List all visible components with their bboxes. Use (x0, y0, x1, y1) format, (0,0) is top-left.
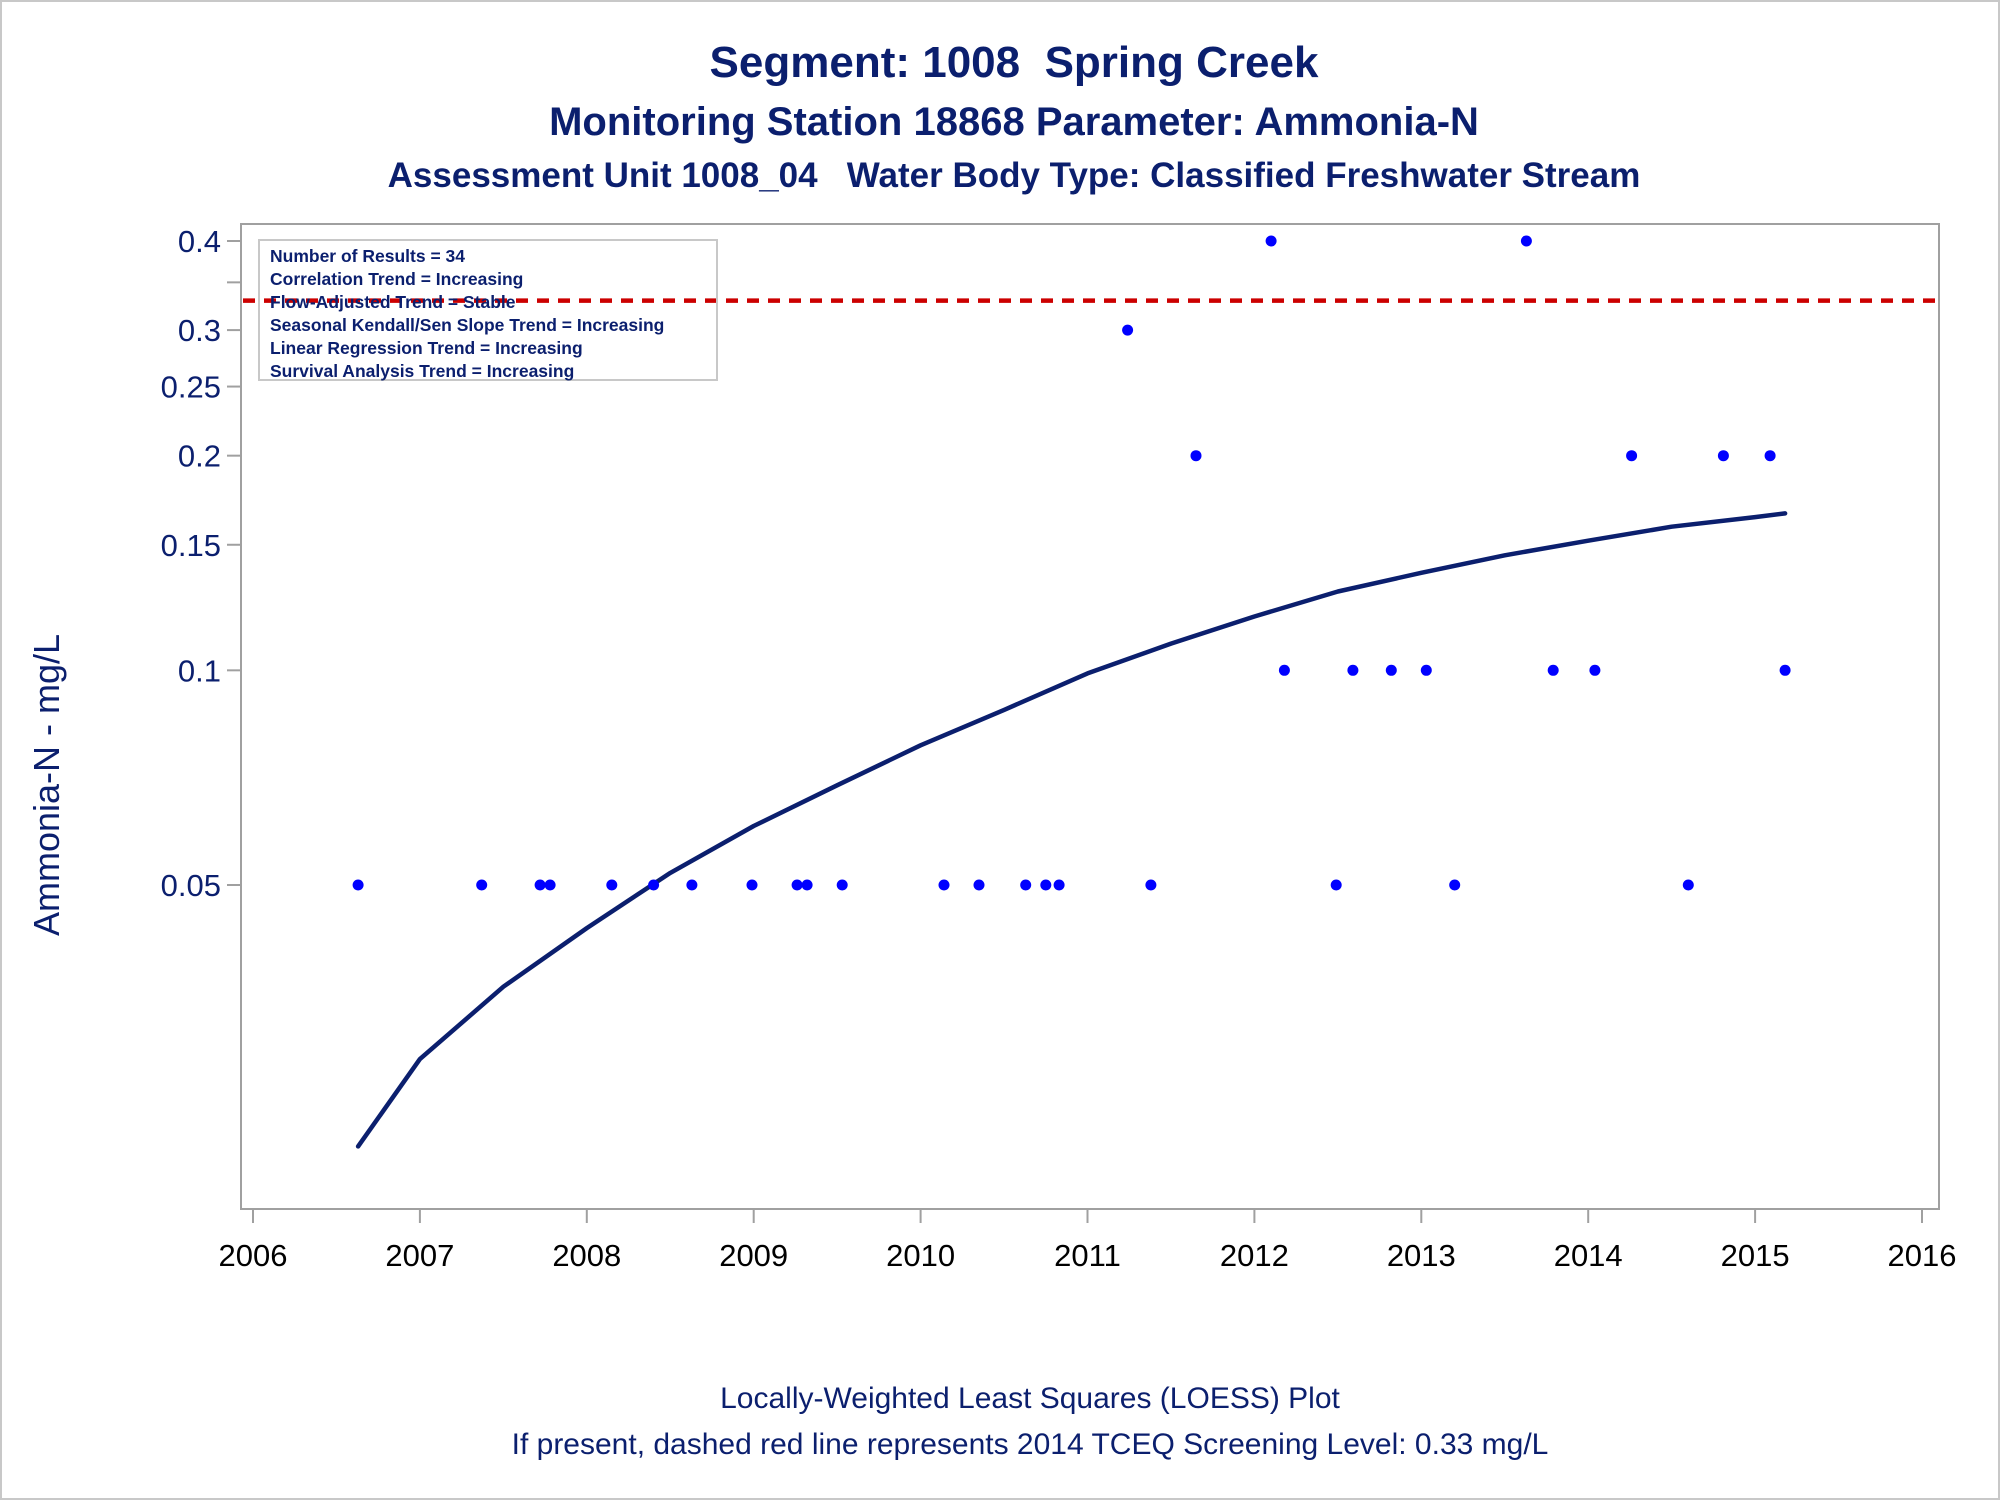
data-point (1190, 450, 1202, 462)
data-point (1764, 450, 1776, 462)
data-point (544, 879, 556, 891)
data-point (746, 879, 758, 891)
x-axis: 2006 2007 2008 2009 2010 2011 2012 2013 2014 2015… (219, 1209, 1957, 1273)
data-point (1589, 664, 1601, 676)
x-tick-label: 2009 (719, 1238, 788, 1273)
data-point (1053, 879, 1065, 891)
y-tick-label: 0.15 (161, 528, 221, 563)
y-axis: 0.05 0.1 0.15 0.2 0.25 0.3 0.4 (161, 224, 241, 903)
data-point (1145, 879, 1157, 891)
legend-line: Linear Regression Trend = Increasing (270, 338, 583, 358)
x-tick-label: 2010 (886, 1238, 955, 1273)
data-point (1040, 879, 1052, 891)
data-point (1385, 664, 1397, 676)
legend-line: Survival Analysis Trend = Increasing (270, 361, 575, 381)
chart-subtitle: Monitoring Station 18868 Parameter: Ammo… (549, 100, 1479, 144)
legend-line: Flow-Adjusted Trend = Stable (270, 292, 516, 312)
data-point (791, 879, 803, 891)
y-tick-label: 0.25 (161, 370, 221, 405)
data-point (1278, 664, 1290, 676)
data-point (534, 879, 546, 891)
data-point (1449, 879, 1461, 891)
x-tick-label: 2007 (385, 1238, 454, 1273)
data-point (1779, 664, 1791, 676)
data-point (1626, 450, 1638, 462)
trend-summary-box: Number of Results = 34 Correlation Trend… (258, 239, 718, 381)
x-tick-label: 2016 (1888, 1238, 1957, 1273)
y-tick-label: 0.05 (161, 868, 221, 903)
data-point (1330, 879, 1342, 891)
x-tick-label: 2013 (1387, 1238, 1456, 1273)
x-tick-label: 2006 (219, 1238, 288, 1273)
x-tick-label: 2012 (1220, 1238, 1289, 1273)
data-point (606, 879, 618, 891)
data-point (476, 879, 488, 891)
data-point (1682, 879, 1694, 891)
chart-subtitle-2: Assessment Unit 1008_04 Water Body Type:… (387, 156, 1641, 195)
loess-curve (355, 511, 1788, 1149)
data-point (973, 879, 985, 891)
legend-line: Correlation Trend = Increasing (270, 269, 524, 289)
data-point (801, 879, 813, 891)
plot-area (240, 223, 1940, 1210)
y-axis-label: Ammonia-N - mg/L (26, 633, 67, 937)
data-point (1420, 664, 1432, 676)
data-point (1717, 450, 1729, 462)
data-point (1265, 235, 1277, 247)
data-point (648, 879, 660, 891)
y-tick-label: 0.3 (178, 313, 221, 348)
data-point (938, 879, 950, 891)
y-tick-label: 0.2 (178, 439, 221, 474)
data-point (836, 879, 848, 891)
x-tick-label: 2014 (1554, 1238, 1623, 1273)
data-point (686, 879, 698, 891)
x-tick-label: 2015 (1721, 1238, 1790, 1273)
footnote-screening: If present, dashed red line represents 2… (511, 1428, 1549, 1461)
data-point (1520, 235, 1532, 247)
data-point (1122, 324, 1134, 336)
loess-curve-layer (355, 511, 1788, 1149)
legend-line: Number of Results = 34 (270, 246, 465, 266)
x-tick-label: 2011 (1054, 1238, 1121, 1273)
data-points (352, 235, 1791, 891)
data-point (352, 879, 364, 891)
chart-title: Segment: 1008 Spring Creek (709, 38, 1319, 87)
y-tick-label: 0.4 (178, 224, 221, 259)
data-point (1347, 664, 1359, 676)
x-tick-label: 2008 (552, 1238, 621, 1273)
footnote-method: Locally-Weighted Least Squares (LOESS) P… (720, 1382, 1340, 1415)
legend-line: Seasonal Kendall/Sen Slope Trend = Incre… (270, 315, 665, 335)
y-tick-label: 0.1 (178, 653, 221, 688)
data-point (1020, 879, 1032, 891)
data-point (1547, 664, 1559, 676)
